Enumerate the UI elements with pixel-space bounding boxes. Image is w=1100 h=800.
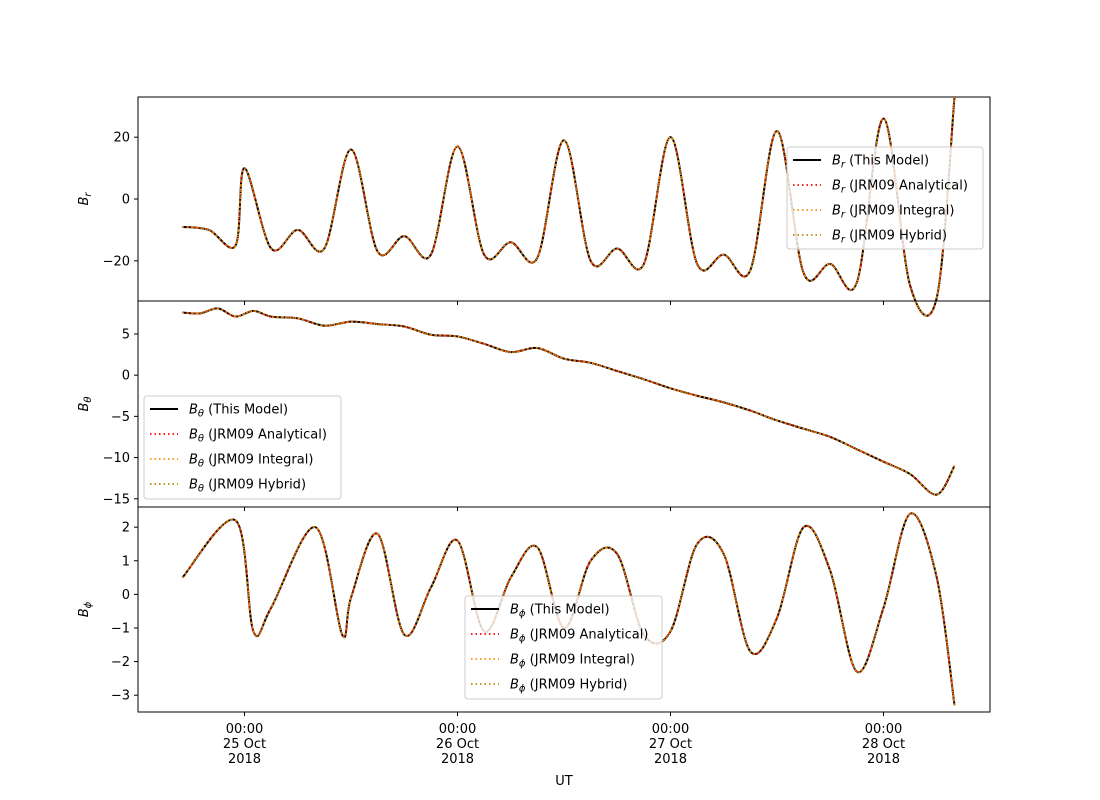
x-tick-label: 2018: [441, 752, 474, 767]
x-tick-label: 00:00: [226, 722, 263, 737]
x-tick-label: 28 Oct: [862, 737, 905, 752]
series-line: [182, 307, 956, 496]
legend-label: Bθ (JRM09 Integral): [189, 453, 313, 470]
legend-frame: [786, 146, 984, 250]
legend-label: Bϕ (This Model): [510, 603, 610, 620]
y-tick-label: 5: [122, 327, 130, 342]
y-tick-label: 1: [122, 554, 130, 569]
y-tick-label: −20: [103, 254, 130, 269]
panel-3: 2 1 0 −1 −2 −3 Bϕ Bϕ (This Model) Bϕ (JRM09 Anal…: [77, 506, 991, 716]
legend: Br (This Model) Br (JRM09 Analytical) Br (…: [786, 146, 984, 250]
x-tick-label: 27 Oct: [649, 737, 692, 752]
x-tick-label: 2018: [228, 752, 261, 767]
legend: Bθ (This Model) Bθ (JRM09 Analytical) Bθ (…: [143, 395, 342, 500]
series-line: [181, 512, 956, 706]
y-tick-label: −3: [111, 689, 130, 704]
legend-frame: [143, 395, 342, 500]
legend-label: Bθ (JRM09 Analytical): [189, 428, 327, 445]
legend-label: Bϕ (JRM09 Integral): [510, 653, 635, 670]
x-axis-label: UT: [555, 774, 573, 789]
panel-1: 20 0 −20 Br Br (This Model) Br (JRM09 Analyti…: [77, 96, 991, 317]
y-tick-label: −5: [111, 410, 130, 425]
y-tick-label: 0: [122, 369, 130, 384]
y-tick-label: 2: [122, 521, 130, 536]
legend-label: Br (JRM09 Analytical): [832, 179, 968, 196]
legend-label: Br (This Model): [832, 154, 929, 171]
axes-frame: [137, 506, 991, 713]
y-axis-label: Br: [77, 192, 94, 206]
y-axis-label: Bθ: [77, 396, 94, 411]
y-tick-label: 0: [122, 588, 130, 603]
y-tick-label: 0: [122, 193, 130, 208]
x-tick-label: 00:00: [652, 722, 689, 737]
x-tick-label: 25 Oct: [223, 737, 266, 752]
x-tick-label: 2018: [654, 752, 687, 767]
legend-label: Bθ (JRM09 Hybrid): [189, 478, 306, 495]
y-tick-label: 20: [113, 131, 130, 146]
legend-label: Bθ (This Model): [189, 403, 288, 420]
y-tick-label: −2: [111, 655, 130, 670]
x-tick-label: 26 Oct: [436, 737, 479, 752]
y-tick-label: −15: [103, 492, 130, 507]
legend-label: Br (JRM09 Integral): [832, 204, 954, 221]
legend-label: Bϕ (JRM09 Hybrid): [510, 678, 628, 695]
series-line: [182, 96, 956, 317]
legend: Bϕ (This Model) Bϕ (JRM09 Analytical) Bϕ (…: [464, 595, 663, 700]
series-line: [182, 96, 956, 317]
y-tick-label: −1: [111, 621, 130, 636]
x-tick-label: 2018: [867, 752, 900, 767]
y-axis-label: Bϕ: [77, 601, 94, 617]
y-tick-label: −10: [103, 451, 130, 466]
panel-2: 5 0 −5 −10 −15 Bθ Bθ (This Model) Bθ (JRM09 Ana…: [77, 300, 991, 511]
legend-label: Bϕ (JRM09 Analytical): [510, 628, 648, 645]
legend-frame: [464, 595, 663, 700]
x-tick-label: 00:00: [439, 722, 476, 737]
x-tick-label: 00:00: [865, 722, 902, 737]
legend-label: Br (JRM09 Hybrid): [832, 229, 947, 246]
